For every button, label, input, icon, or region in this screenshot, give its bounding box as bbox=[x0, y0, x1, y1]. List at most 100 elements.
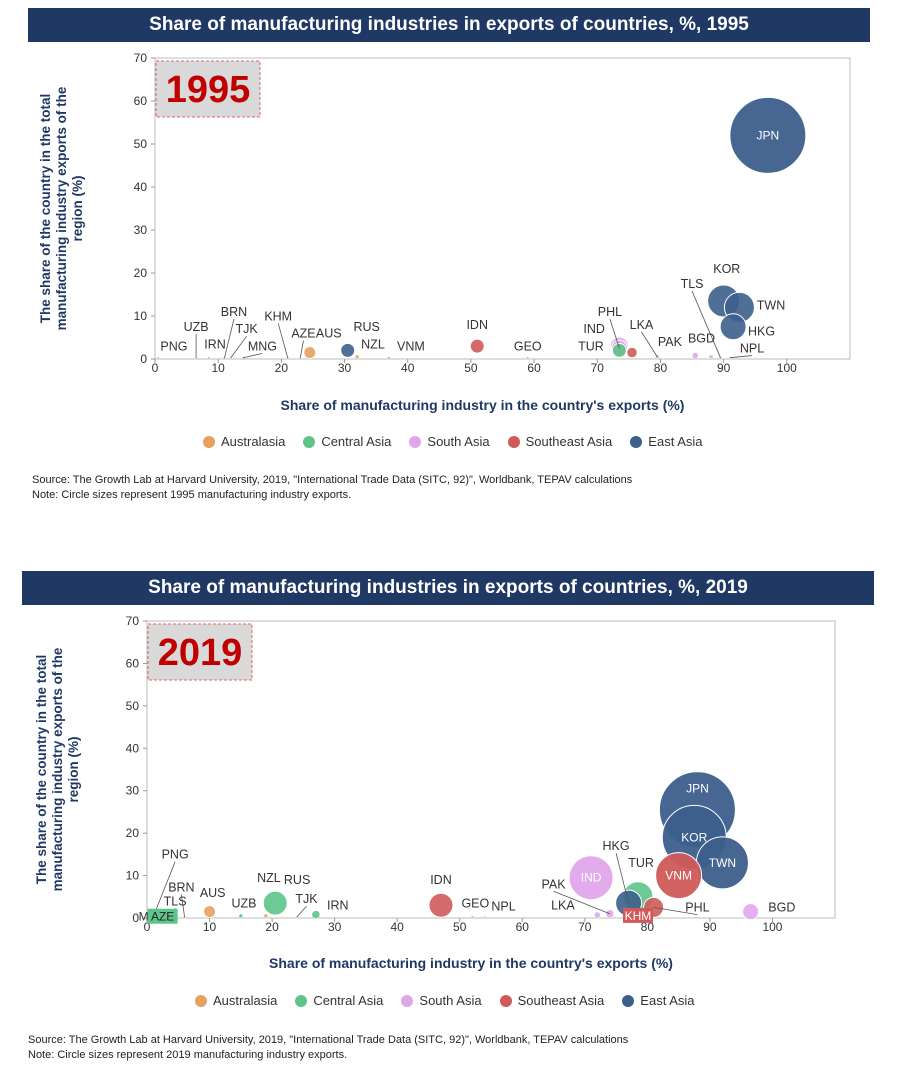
leader-line bbox=[224, 318, 235, 358]
point-label: NPL bbox=[740, 342, 764, 356]
bubble-vnm bbox=[387, 356, 391, 359]
legend-dot-icon bbox=[499, 994, 512, 1007]
x-tick-label: 0 bbox=[152, 361, 159, 375]
point-label: JPN bbox=[686, 782, 709, 796]
leader-line bbox=[277, 323, 289, 358]
y-tick-label: 30 bbox=[126, 784, 140, 798]
bubble-irn bbox=[207, 356, 210, 359]
point-label: M bbox=[139, 910, 149, 924]
x-tick-label: 40 bbox=[391, 920, 405, 934]
point-label: KHM bbox=[625, 909, 652, 923]
legend-dot-icon bbox=[195, 994, 207, 1007]
point-label: NZL bbox=[257, 871, 281, 885]
chart-notes: Source: The Growth Lab at Harvard Univer… bbox=[32, 473, 632, 503]
leader-line bbox=[181, 894, 185, 917]
point-label: AZE bbox=[151, 910, 174, 924]
bubble-lka bbox=[594, 911, 601, 919]
bubble-geo bbox=[526, 356, 530, 359]
y-tick-label: 0 bbox=[132, 911, 139, 925]
bubble-rus bbox=[262, 890, 288, 916]
x-tick-label: 60 bbox=[516, 920, 530, 934]
chart-panel-1995: Share of manufacturing industries in exp… bbox=[0, 0, 905, 540]
point-label: IRN bbox=[327, 899, 349, 913]
legend-label: South Asia bbox=[427, 434, 490, 449]
x-tick-label: 100 bbox=[762, 920, 782, 934]
point-label: HKG bbox=[748, 324, 775, 338]
point-label: TUR bbox=[628, 856, 654, 870]
point-label: TJK bbox=[235, 322, 258, 336]
scatter-chart-2019: 2019 0 10 20 30 40 50 60 70 0 10 20 30 40 50 60 70 80 90 10… bbox=[34, 614, 836, 971]
point-label: IRN bbox=[204, 337, 226, 351]
point-label: JPN bbox=[757, 128, 780, 142]
chart-notes: Source: The Growth Lab at Harvard Univer… bbox=[28, 1033, 628, 1063]
leader-line bbox=[152, 861, 176, 917]
legend-dot-icon bbox=[295, 994, 308, 1007]
leader-line bbox=[243, 353, 263, 359]
x-tick-label: 90 bbox=[717, 361, 731, 375]
y-axis-label: The share of the country in the total man… bbox=[38, 86, 85, 330]
legend-dot-icon bbox=[401, 994, 414, 1007]
point-label: BGD bbox=[688, 332, 715, 346]
legend-label: East Asia bbox=[640, 993, 695, 1008]
legend-label: Southeast Asia bbox=[517, 993, 605, 1008]
year-badge-box bbox=[155, 60, 261, 118]
x-tick-label: 80 bbox=[654, 361, 668, 375]
y-axis-label-line: manufacturing industry exports of the bbox=[54, 86, 69, 330]
legend-item-southeast-asia: Southeast Asia bbox=[507, 434, 613, 449]
point-label: PAK bbox=[541, 877, 566, 891]
x-tick-label: 30 bbox=[328, 920, 342, 934]
y-axis-label-line: region (%) bbox=[70, 176, 85, 242]
point-label: MNG bbox=[248, 339, 277, 353]
bubble-nzl bbox=[354, 354, 360, 360]
bubble-hkg bbox=[719, 313, 747, 341]
x-axis-label: Share of manufacturing industry in the c… bbox=[281, 397, 685, 413]
bubble-idn bbox=[469, 338, 485, 354]
point-label-badge bbox=[147, 908, 178, 924]
x-tick-label: 20 bbox=[275, 361, 289, 375]
leader-line bbox=[615, 853, 629, 904]
y-tick-label: 60 bbox=[134, 94, 148, 108]
x-tick-label: 10 bbox=[203, 920, 217, 934]
y-tick-label: 40 bbox=[126, 741, 140, 755]
y-tick-label: 50 bbox=[134, 137, 148, 151]
leader-line bbox=[691, 290, 721, 358]
legend-item-southeast-asia: Southeast Asia bbox=[499, 993, 605, 1008]
y-tick-label: 10 bbox=[126, 869, 140, 883]
legend-dot-icon bbox=[630, 435, 643, 448]
legend-label: Southeast Asia bbox=[525, 434, 613, 449]
point-label: UZB bbox=[184, 320, 209, 334]
point-label: NPL bbox=[491, 899, 515, 913]
point-label: PHL bbox=[685, 901, 709, 915]
y-tick-label: 70 bbox=[126, 614, 140, 628]
point-label: GEO bbox=[514, 339, 542, 353]
point-label: KOR bbox=[681, 830, 707, 844]
legend-label: Central Asia bbox=[313, 993, 384, 1008]
point-label: GEO bbox=[461, 896, 489, 910]
y-tick-label: 40 bbox=[134, 180, 148, 194]
point-label: IDN bbox=[430, 873, 452, 887]
leader-line bbox=[299, 340, 304, 358]
bubble-png bbox=[156, 356, 160, 359]
y-tick-label: 20 bbox=[126, 826, 140, 840]
bubble-vnm bbox=[655, 852, 703, 900]
y-tick-label: 30 bbox=[134, 223, 148, 237]
source-text: Source: The Growth Lab at Harvard Univer… bbox=[32, 474, 633, 486]
chart-title: Share of manufacturing industries in exp… bbox=[22, 571, 874, 605]
x-tick-label: 70 bbox=[578, 920, 592, 934]
point-label: IDN bbox=[466, 318, 488, 332]
chart-title: Share of manufacturing industries in exp… bbox=[28, 8, 870, 42]
legend-item-east-asia: East Asia bbox=[630, 434, 703, 449]
point-label: TJK bbox=[295, 892, 318, 906]
legend-label: East Asia bbox=[648, 434, 703, 449]
x-tick-label: 60 bbox=[527, 361, 541, 375]
bubble-aus bbox=[203, 905, 217, 919]
y-axis-label-line: manufacturing industry exports of the bbox=[50, 647, 65, 891]
legend-item-south-asia: South Asia bbox=[409, 434, 490, 449]
point-label: AUS bbox=[316, 327, 342, 341]
x-tick-label: 80 bbox=[641, 920, 655, 934]
point-label: BGD bbox=[768, 901, 795, 915]
chart-legend: Australasia Central Asia South Asia Sout… bbox=[203, 434, 703, 449]
y-tick-label: 0 bbox=[140, 352, 147, 366]
legend-label: Australasia bbox=[221, 434, 286, 449]
leader-line bbox=[609, 318, 620, 349]
